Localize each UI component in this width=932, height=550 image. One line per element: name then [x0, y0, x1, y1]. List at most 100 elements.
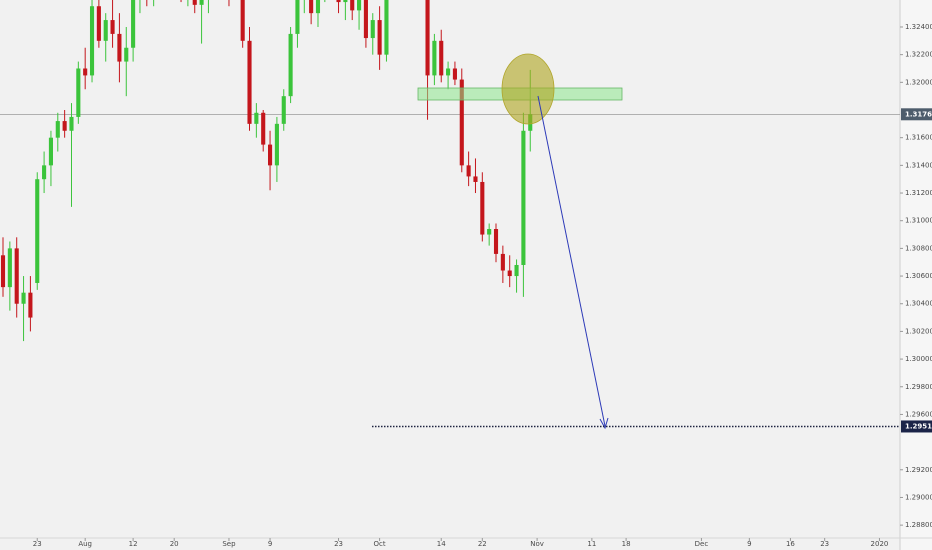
candle-body [247, 40, 252, 124]
candle-body [240, 0, 245, 41]
x-tick-label: 16 [786, 540, 795, 548]
x-tick-label: 23 [334, 540, 343, 548]
candle-body [96, 6, 101, 41]
x-tick-label: 20 [170, 540, 179, 548]
candle-body [432, 40, 437, 76]
plot [0, 0, 900, 342]
x-tick-label: 18 [622, 540, 631, 548]
candle-body [21, 292, 26, 304]
y-tick-label: 1.31000 [905, 217, 932, 225]
x-tick-label: 9 [747, 540, 751, 548]
current-price-label: 1.31769 [905, 110, 932, 118]
candle-body [480, 181, 485, 235]
candle-body [131, 0, 136, 48]
y-tick-label: 1.30600 [905, 272, 932, 280]
candle-body [309, 0, 314, 14]
candle-body [363, 0, 368, 39]
x-tick-label: Sep [222, 540, 236, 548]
y-tick-label: 1.30000 [905, 355, 932, 363]
candle-body [452, 68, 457, 80]
candle-body [35, 179, 40, 283]
candle-body [384, 0, 389, 55]
price-axis [900, 0, 932, 550]
y-tick-label: 1.31600 [905, 134, 932, 142]
candle-body [261, 112, 266, 145]
candle-body [268, 144, 273, 166]
x-tick-label: 12 [129, 540, 138, 548]
candle-body [0, 255, 6, 288]
candle-body [288, 33, 293, 97]
arrow-head [599, 417, 609, 430]
candle-body [377, 20, 382, 55]
y-tick-label: 1.32400 [905, 23, 932, 31]
candle-body [370, 20, 375, 39]
candle-body [473, 176, 478, 182]
y-tick-label: 1.30800 [905, 244, 932, 252]
candle-body [7, 248, 12, 288]
x-tick-label: Aug [78, 540, 92, 548]
x-tick-label: 9 [268, 540, 272, 548]
candle-body [89, 6, 95, 76]
x-tick-label: Nov [530, 540, 544, 548]
candle-body [192, 0, 197, 5]
candle-body [281, 96, 286, 124]
candle-body [466, 165, 471, 177]
candle-body [83, 68, 88, 76]
y-tick-label: 1.30400 [905, 300, 932, 308]
y-tick-label: 1.32000 [905, 78, 932, 86]
candle-body [295, 0, 300, 34]
candle-body [507, 270, 512, 277]
candle-body [343, 0, 348, 3]
candle-body [459, 79, 464, 166]
candle-body [336, 0, 341, 3]
candle-body [62, 121, 67, 131]
candle-body [493, 229, 499, 254]
candle-body [500, 253, 505, 271]
candle-body [28, 292, 33, 318]
candle-body [76, 68, 81, 117]
y-tick-label: 1.32200 [905, 51, 932, 59]
candle-body [117, 33, 122, 62]
candle-body [14, 248, 19, 304]
candle-body [274, 123, 279, 166]
x-tick-label: 11 [587, 540, 596, 548]
candle-body [315, 0, 321, 14]
candle-body [425, 0, 430, 76]
x-tick-label: 23 [33, 540, 42, 548]
target-price-label: 1.29513 [905, 422, 932, 430]
x-tick-label: 2020 [871, 540, 889, 548]
candle-body [110, 20, 115, 34]
y-tick-label: 1.30200 [905, 327, 932, 335]
arrow-line [537, 95, 606, 427]
y-tick-label: 1.29800 [905, 383, 932, 391]
y-tick-label: 1.29200 [905, 466, 932, 474]
y-tick-label: 1.31400 [905, 161, 932, 169]
candle-body [55, 121, 60, 138]
candle-body [357, 0, 362, 11]
highlight-ellipse [501, 53, 555, 125]
candle-body [103, 20, 108, 41]
candle-body [521, 130, 526, 265]
candle-body [42, 165, 47, 180]
y-tick-label: 1.31200 [905, 189, 932, 197]
x-tick-label: Dec [695, 540, 709, 548]
candle-body [487, 229, 492, 235]
candle-body [439, 40, 444, 76]
x-tick-label: 22 [478, 540, 487, 548]
current-price-badge [901, 108, 932, 121]
y-tick-label: 1.29000 [905, 493, 932, 501]
candle-body [254, 112, 259, 124]
x-tick-label: 23 [820, 540, 829, 548]
y-tick-label: 1.28800 [905, 521, 932, 529]
candle-body [514, 264, 519, 277]
candle-body [350, 0, 355, 11]
y-tick-label: 1.29600 [905, 410, 932, 418]
x-tick-label: 14 [437, 540, 446, 548]
candle-body [199, 0, 204, 5]
candle-body [446, 68, 451, 76]
candle-body [69, 116, 74, 131]
x-tick-label: Oct [374, 540, 386, 548]
candle-body [124, 47, 129, 62]
